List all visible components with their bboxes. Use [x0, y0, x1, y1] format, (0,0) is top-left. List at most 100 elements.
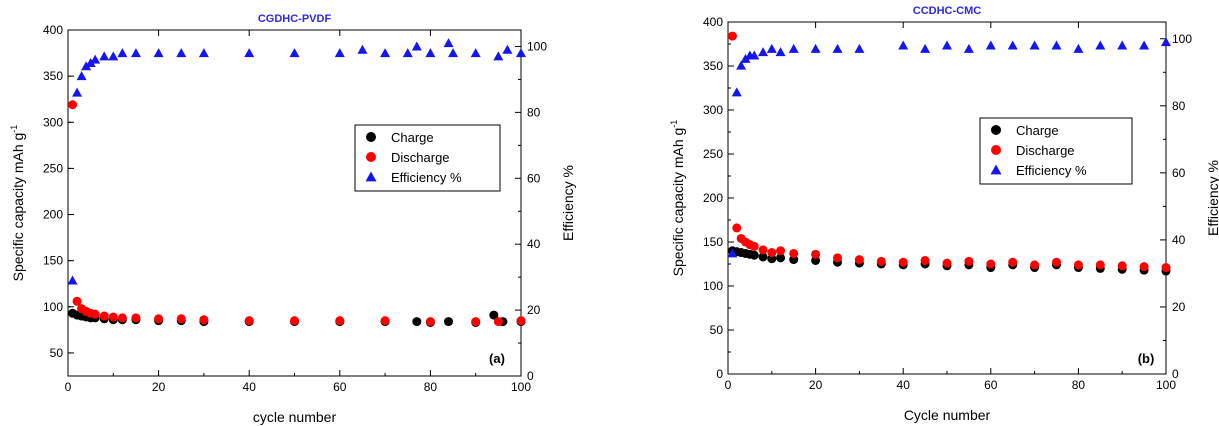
data-point-circle: [833, 253, 842, 263]
y2-tick-label: 20: [527, 303, 541, 317]
data-point-circle: [154, 314, 164, 324]
y2-tick-label: 100: [527, 39, 547, 53]
data-point-circle: [290, 316, 299, 326]
data-point-triangle: [448, 48, 459, 58]
data-point-circle: [1095, 260, 1105, 270]
data-point-circle: [767, 248, 777, 258]
data-point-circle: [1117, 261, 1127, 271]
data-point-circle: [727, 31, 737, 41]
data-point-triangle: [130, 48, 141, 58]
y-tick-label: 200: [703, 191, 723, 205]
data-point-circle: [776, 246, 786, 256]
legend: Charge Discharge Efficiency %: [979, 117, 1133, 185]
data-point-circle: [72, 296, 82, 306]
legend-box: [354, 124, 501, 192]
data-point-circle: [471, 317, 481, 327]
data-point-circle: [758, 245, 768, 255]
y2-tick-label: 80: [1172, 99, 1186, 113]
data-point-circle: [412, 317, 422, 327]
y-axis-label: Specific capacity mAh g-1: [9, 125, 26, 282]
y2-tick-label: 40: [1172, 233, 1186, 247]
series-efficiency: [727, 37, 1171, 258]
y2-tick-label: 60: [1172, 166, 1186, 180]
legend-label: Charge: [1016, 123, 1059, 138]
data-point-triangle: [1117, 40, 1128, 50]
data-point-circle: [444, 317, 454, 327]
y-tick-label: 50: [50, 346, 64, 360]
data-point-triangle: [85, 57, 96, 67]
y-tick-label: 300: [43, 115, 63, 129]
y2-tick-label: 40: [527, 237, 541, 251]
data-point-triangle: [470, 48, 481, 58]
y2-tick-label: 60: [527, 171, 541, 185]
x-tick-label: 40: [897, 378, 911, 392]
data-point-circle: [749, 250, 759, 260]
data-point-triangle: [788, 43, 799, 53]
data-point-triangle: [502, 44, 513, 54]
data-point-circle: [493, 317, 503, 327]
data-point-triangle: [1051, 40, 1062, 50]
data-point-triangle: [731, 87, 742, 97]
data-point-triangle: [402, 48, 413, 58]
data-point-circle: [99, 311, 109, 321]
y-tick-label: 400: [43, 23, 63, 37]
data-point-triangle: [1139, 40, 1150, 50]
data-point-triangle: [1161, 37, 1171, 47]
data-point-circle: [898, 257, 908, 267]
y2-tick-label: 0: [527, 369, 534, 383]
legend-box: [979, 117, 1133, 185]
legend-marker-circle: [366, 132, 376, 142]
data-point-triangle: [920, 43, 931, 53]
data-point-triangle: [898, 40, 909, 50]
data-point-circle: [749, 241, 759, 251]
data-point-triangle: [1095, 40, 1106, 50]
data-point-triangle: [727, 248, 738, 258]
data-point-circle: [90, 309, 100, 319]
legend-marker-triangle: [990, 164, 1002, 175]
data-point-circle: [776, 253, 786, 263]
data-point-circle: [732, 223, 742, 233]
data-point-triangle: [493, 51, 504, 61]
y-tick-label: 350: [703, 59, 723, 73]
data-point-triangle: [67, 275, 78, 285]
y-tick-label: 100: [43, 300, 63, 314]
data-point-triangle: [766, 43, 777, 53]
y-tick-label: 100: [703, 279, 723, 293]
y-tick-label: 200: [43, 208, 63, 222]
chart-title: CCDHC-CMC: [913, 5, 981, 17]
chart-panel-a: 0 20 40 60 80 100 50 100 150 200 250 300 350 400 0 20 40…: [9, 13, 576, 425]
panel-label: (a): [489, 351, 505, 366]
data-point-triangle: [99, 51, 110, 61]
data-point-circle: [108, 312, 118, 322]
data-point-circle: [335, 316, 345, 326]
data-point-triangle: [775, 47, 786, 57]
data-point-triangle: [425, 48, 436, 58]
y2-tick-label: 20: [1172, 300, 1186, 314]
series-efficiency: [67, 38, 526, 285]
data-point-triangle: [72, 87, 83, 97]
data-point-triangle: [334, 48, 345, 58]
data-point-triangle: [942, 40, 952, 50]
data-point-triangle: [198, 48, 209, 58]
y-tick-label: 150: [703, 235, 723, 249]
legend-marker-circle: [991, 145, 1001, 155]
data-point-circle: [758, 252, 768, 262]
x-tick-label: 100: [511, 380, 531, 394]
data-point-triangle: [740, 53, 751, 63]
x-tick-label: 80: [424, 380, 438, 394]
x-tick-label: 0: [725, 378, 732, 392]
legend-label: Charge: [391, 130, 434, 145]
y2-tick-label: 100: [1172, 32, 1192, 46]
data-point-triangle: [153, 48, 164, 58]
data-point-circle: [1008, 257, 1018, 267]
data-point-circle: [117, 313, 127, 323]
data-point-triangle: [357, 44, 368, 54]
data-point-triangle: [411, 41, 422, 51]
x-tick-label: 20: [152, 380, 166, 394]
legend-marker-circle: [991, 125, 1001, 135]
data-point-triangle: [289, 48, 300, 58]
y-tick-label: 400: [703, 15, 723, 29]
data-point-circle: [489, 310, 499, 320]
data-point-triangle: [516, 48, 526, 58]
